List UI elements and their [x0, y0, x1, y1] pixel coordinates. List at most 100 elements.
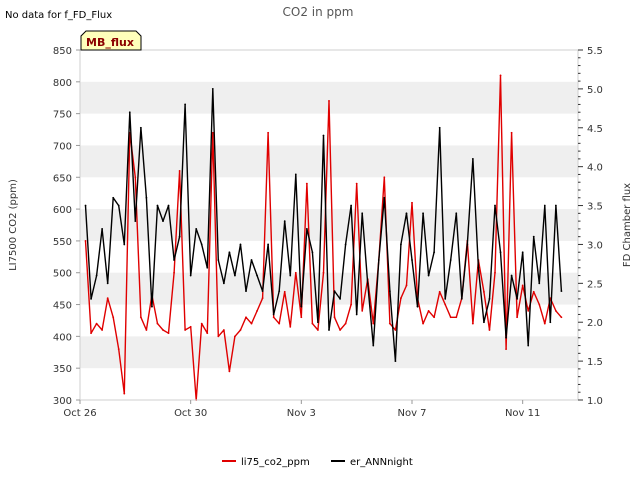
li75-co2-point: [433, 316, 436, 319]
li75-co2-point: [510, 131, 513, 134]
er-annnight-point: [538, 282, 541, 285]
li75-co2-point: [449, 316, 452, 319]
li75-co2-point: [355, 182, 358, 185]
er-annnight-point: [184, 103, 187, 106]
li75-co2-point: [228, 370, 231, 373]
li75-co2-point: [372, 322, 375, 325]
badge-shape: [80, 30, 142, 51]
er-annnight-point: [294, 173, 297, 176]
x-tick-label: Oct 30: [174, 408, 207, 419]
left-tick-label: 700: [53, 141, 72, 152]
legend-label-er-annnight: er_ANNnight: [350, 457, 413, 468]
er-annnight-point: [200, 243, 203, 246]
li75-co2-point: [317, 329, 319, 331]
li75-co2-point: [167, 332, 170, 335]
li75-co2-point: [383, 176, 386, 179]
right-tick-label: 2.5: [587, 279, 603, 290]
er-annnight-point: [344, 243, 347, 246]
right-axis-label: FD Chamber flux: [622, 183, 633, 267]
left-tick-label: 550: [53, 237, 72, 248]
er-annnight-point: [328, 329, 330, 331]
er-annnight-point: [388, 290, 391, 293]
li75-co2-point: [261, 297, 264, 300]
er-annnight-point: [427, 274, 430, 277]
li75-co2-point: [139, 316, 142, 319]
no-data-notice: No data for f_FD_Flux: [5, 10, 112, 21]
li75-co2-point: [339, 329, 341, 331]
er-annnight-point: [516, 297, 519, 300]
li75-co2-series: [84, 74, 563, 401]
er-annnight-point: [128, 111, 131, 114]
er-annnight-point: [549, 321, 552, 324]
li75-co2-point: [278, 322, 281, 325]
er-annnight-point: [400, 243, 402, 246]
er-annnight-point: [394, 360, 397, 363]
li75-co2-point: [455, 316, 458, 319]
li75-co2-point: [256, 310, 258, 312]
x-tick-label: Nov 3: [287, 408, 316, 419]
li75-co2-point: [532, 290, 535, 293]
li75-co2-point: [145, 329, 148, 331]
er-annnight-point: [405, 212, 408, 215]
er-annnight-point: [322, 134, 325, 137]
er-annnight-point: [234, 274, 236, 277]
er-annnight-point: [494, 204, 496, 207]
li75-co2-point: [267, 131, 270, 134]
er-annnight-point: [283, 220, 286, 223]
li75-co2-point: [333, 316, 336, 319]
li75-co2-point: [322, 271, 325, 274]
x-tick-label: Nov 7: [397, 408, 426, 419]
er-annnight-point: [377, 259, 380, 261]
right-tick-label: 5.5: [587, 46, 603, 57]
li75-co2-point: [95, 322, 98, 325]
er-annnight-point: [471, 157, 474, 160]
er-annnight-point: [305, 227, 308, 230]
er-annnight-series: [84, 87, 563, 363]
li75-co2-point: [123, 392, 126, 395]
right-tick-label: 5.0: [587, 85, 603, 96]
er-annnight-point: [300, 305, 303, 308]
li75-co2-point: [189, 325, 192, 328]
left-tick-label: 650: [53, 173, 72, 184]
er-annnight-point: [245, 290, 247, 293]
left-tick-label: 600: [53, 205, 72, 216]
left-tick-label: 800: [53, 78, 72, 89]
li75-co2-point: [184, 329, 187, 331]
li75-co2-point: [471, 322, 474, 325]
li75-co2-point: [521, 284, 524, 287]
er-annnight-point: [173, 259, 175, 261]
li75-co2-point: [211, 131, 214, 134]
er-annnight-point: [311, 251, 314, 254]
badge-label: MB_flux: [86, 36, 134, 49]
er-annnight-point: [449, 259, 452, 261]
er-annnight-point: [317, 321, 319, 324]
li75-co2-point: [444, 303, 447, 306]
right-tick-label: 2.0: [587, 318, 603, 329]
er-annnight-point: [145, 196, 148, 199]
li75-co2-point: [538, 303, 541, 306]
li75-co2-point: [543, 322, 546, 325]
li75-co2-point: [101, 329, 104, 331]
left-tick-label: 300: [53, 396, 72, 407]
li75-co2-point: [488, 329, 491, 331]
li75-co2-point: [84, 240, 87, 242]
li75-co2-point: [250, 322, 253, 325]
er-annnight-point: [250, 259, 253, 261]
li75-co2-point: [156, 322, 159, 325]
li75-co2-point: [117, 348, 120, 350]
li75-co2-point: [394, 329, 397, 331]
li75-co2-point: [499, 74, 502, 77]
li75-co2-point: [239, 329, 242, 331]
er-annnight-point: [366, 282, 369, 285]
er-annnight-point: [162, 220, 164, 223]
er-annnight-point: [383, 196, 386, 199]
er-annnight-point: [510, 274, 513, 277]
li75-co2-point: [162, 329, 164, 331]
li75-co2-point: [234, 335, 236, 338]
right-tick-label: 3.0: [587, 240, 603, 251]
er-annnight-point: [499, 251, 502, 254]
er-annnight-point: [339, 297, 341, 300]
er-annnight-point: [178, 235, 181, 238]
